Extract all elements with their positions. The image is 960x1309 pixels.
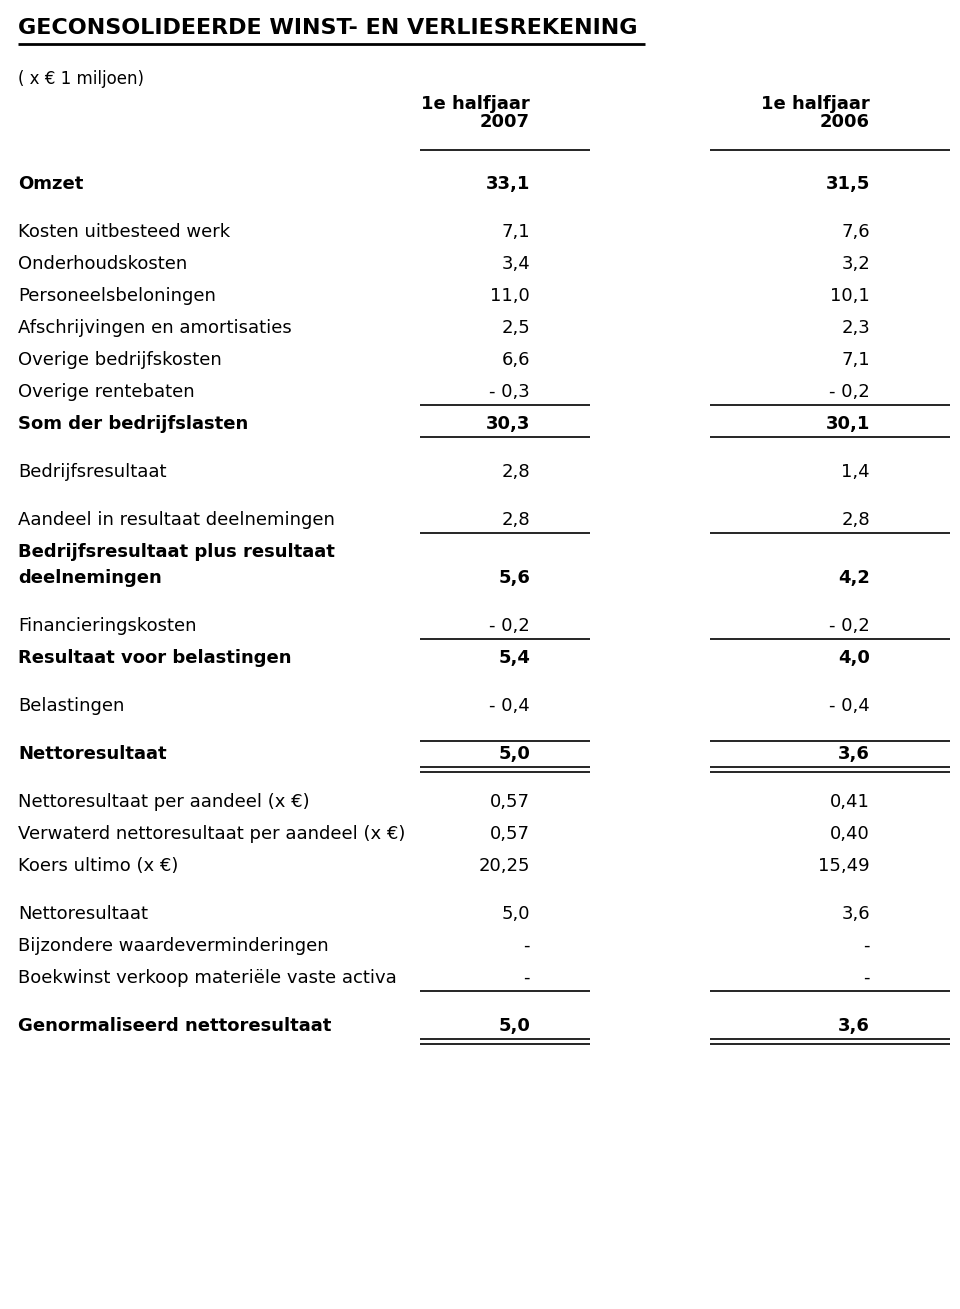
- Text: 3,6: 3,6: [841, 905, 870, 923]
- Text: 2,8: 2,8: [841, 511, 870, 529]
- Text: 2007: 2007: [480, 113, 530, 131]
- Text: 20,25: 20,25: [478, 857, 530, 874]
- Text: -: -: [863, 969, 870, 987]
- Text: - 0,4: - 0,4: [490, 696, 530, 715]
- Text: 5,0: 5,0: [498, 745, 530, 763]
- Text: Kosten uitbesteed werk: Kosten uitbesteed werk: [18, 223, 230, 241]
- Text: Overige rentebaten: Overige rentebaten: [18, 384, 195, 401]
- Text: 4,2: 4,2: [838, 569, 870, 586]
- Text: 0,57: 0,57: [490, 825, 530, 843]
- Text: Aandeel in resultaat deelnemingen: Aandeel in resultaat deelnemingen: [18, 511, 335, 529]
- Text: deelnemingen: deelnemingen: [18, 569, 161, 586]
- Text: 0,40: 0,40: [830, 825, 870, 843]
- Text: 0,57: 0,57: [490, 793, 530, 812]
- Text: Genormaliseerd nettoresultaat: Genormaliseerd nettoresultaat: [18, 1017, 331, 1035]
- Text: 5,4: 5,4: [498, 649, 530, 668]
- Text: 11,0: 11,0: [491, 287, 530, 305]
- Text: Bedrijfsresultaat plus resultaat: Bedrijfsresultaat plus resultaat: [18, 543, 335, 562]
- Text: GECONSOLIDEERDE WINST- EN VERLIESREKENING: GECONSOLIDEERDE WINST- EN VERLIESREKENIN…: [18, 18, 637, 38]
- Text: Afschrijvingen en amortisaties: Afschrijvingen en amortisaties: [18, 319, 292, 336]
- Text: - 0,2: - 0,2: [490, 617, 530, 635]
- Text: 0,41: 0,41: [830, 793, 870, 812]
- Text: -: -: [863, 937, 870, 956]
- Text: 1e halfjaar: 1e halfjaar: [421, 96, 530, 113]
- Text: Nettoresultaat per aandeel (x €): Nettoresultaat per aandeel (x €): [18, 793, 310, 812]
- Text: Resultaat voor belastingen: Resultaat voor belastingen: [18, 649, 292, 668]
- Text: Verwaterd nettoresultaat per aandeel (x €): Verwaterd nettoresultaat per aandeel (x …: [18, 825, 405, 843]
- Text: 2,8: 2,8: [501, 463, 530, 480]
- Text: 1,4: 1,4: [841, 463, 870, 480]
- Text: 10,1: 10,1: [830, 287, 870, 305]
- Text: Omzet: Omzet: [18, 175, 84, 192]
- Text: 3,6: 3,6: [838, 1017, 870, 1035]
- Text: 5,0: 5,0: [501, 905, 530, 923]
- Text: 7,1: 7,1: [841, 351, 870, 369]
- Text: 31,5: 31,5: [826, 175, 870, 192]
- Text: 30,3: 30,3: [486, 415, 530, 433]
- Text: Onderhoudskosten: Onderhoudskosten: [18, 255, 187, 274]
- Text: 5,0: 5,0: [498, 1017, 530, 1035]
- Text: 2006: 2006: [820, 113, 870, 131]
- Text: 2,8: 2,8: [501, 511, 530, 529]
- Text: - 0,2: - 0,2: [829, 384, 870, 401]
- Text: Personeelsbeloningen: Personeelsbeloningen: [18, 287, 216, 305]
- Text: 33,1: 33,1: [486, 175, 530, 192]
- Text: 7,6: 7,6: [841, 223, 870, 241]
- Text: Overige bedrijfskosten: Overige bedrijfskosten: [18, 351, 222, 369]
- Text: - 0,2: - 0,2: [829, 617, 870, 635]
- Text: Bedrijfsresultaat: Bedrijfsresultaat: [18, 463, 166, 480]
- Text: - 0,4: - 0,4: [829, 696, 870, 715]
- Text: -: -: [523, 969, 530, 987]
- Text: 2,3: 2,3: [841, 319, 870, 336]
- Text: Bijzondere waardeverminderingen: Bijzondere waardeverminderingen: [18, 937, 328, 956]
- Text: 30,1: 30,1: [826, 415, 870, 433]
- Text: 5,6: 5,6: [498, 569, 530, 586]
- Text: - 0,3: - 0,3: [490, 384, 530, 401]
- Text: ( x € 1 miljoen): ( x € 1 miljoen): [18, 69, 144, 88]
- Text: Nettoresultaat: Nettoresultaat: [18, 905, 148, 923]
- Text: 3,2: 3,2: [841, 255, 870, 274]
- Text: Financieringskosten: Financieringskosten: [18, 617, 197, 635]
- Text: 1e halfjaar: 1e halfjaar: [761, 96, 870, 113]
- Text: 3,6: 3,6: [838, 745, 870, 763]
- Text: 2,5: 2,5: [501, 319, 530, 336]
- Text: Belastingen: Belastingen: [18, 696, 125, 715]
- Text: 6,6: 6,6: [501, 351, 530, 369]
- Text: Koers ultimo (x €): Koers ultimo (x €): [18, 857, 179, 874]
- Text: 4,0: 4,0: [838, 649, 870, 668]
- Text: Boekwinst verkoop materiële vaste activa: Boekwinst verkoop materiële vaste activa: [18, 969, 396, 987]
- Text: 7,1: 7,1: [501, 223, 530, 241]
- Text: Nettoresultaat: Nettoresultaat: [18, 745, 167, 763]
- Text: -: -: [523, 937, 530, 956]
- Text: Som der bedrijfslasten: Som der bedrijfslasten: [18, 415, 249, 433]
- Text: 15,49: 15,49: [818, 857, 870, 874]
- Text: 3,4: 3,4: [501, 255, 530, 274]
